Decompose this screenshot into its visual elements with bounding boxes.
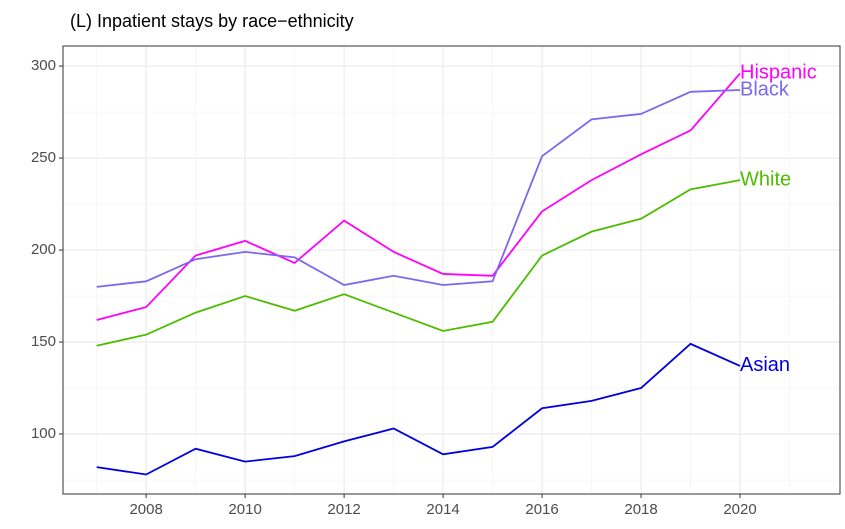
x-tick-label: 2012: [327, 501, 360, 518]
y-tick-label: 250: [31, 149, 56, 166]
series-line: [96, 89, 741, 288]
series-label: White: [740, 168, 791, 190]
y-tick-label: 100: [31, 425, 56, 442]
series-label: Asian: [740, 354, 790, 376]
chart-title: (L) Inpatient stays by race−ethnicity: [70, 11, 354, 31]
series-line: [96, 342, 741, 476]
panel-border: [62, 45, 841, 495]
y-tick-label: 200: [31, 241, 56, 258]
x-tick-label: 2014: [426, 501, 459, 518]
x-tick-label: 2020: [723, 501, 756, 518]
series-label: Black: [740, 78, 790, 100]
series-line: [96, 179, 741, 347]
series-line: [96, 72, 741, 321]
y-tick-label: 150: [31, 333, 56, 350]
x-tick-label: 2010: [228, 501, 261, 518]
x-tick-label: 2016: [525, 501, 558, 518]
x-tick-label: 2018: [624, 501, 657, 518]
series-label: Hispanic: [740, 62, 817, 84]
y-tick-label: 300: [31, 57, 56, 74]
x-tick-label: 2008: [129, 501, 162, 518]
